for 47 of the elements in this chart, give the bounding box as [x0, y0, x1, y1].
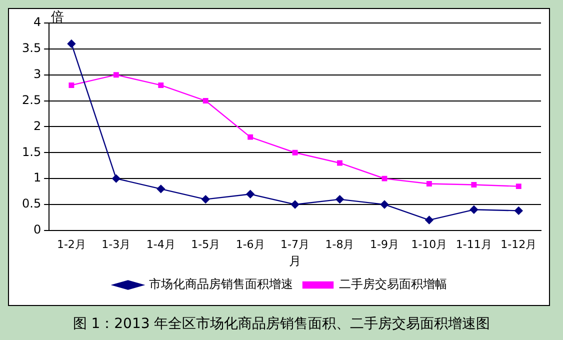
point [290, 200, 300, 209]
point [425, 216, 434, 224]
x-tick-label: 1-9月 [370, 238, 399, 251]
x-tick-label: 1-11月 [456, 238, 492, 251]
point [248, 134, 254, 140]
point [471, 182, 477, 188]
y-tick-label: 1.5 [22, 144, 42, 159]
point [514, 206, 523, 215]
point [382, 176, 388, 182]
point [336, 195, 344, 204]
legend-label: 二手房交易面积增幅 [339, 277, 447, 292]
point [246, 190, 254, 198]
x-tick-label: 1-10月 [411, 238, 448, 251]
point [158, 82, 164, 88]
x-axis-title: 月 [289, 254, 302, 268]
legend-label: 市场化商品房销售面积增速 [149, 277, 293, 292]
x-tick-label: 1-6月 [236, 238, 265, 251]
y-tick-label: 1 [33, 170, 42, 185]
y-tick-label: 2.5 [22, 92, 42, 107]
text: 图 1：2013 年全区市场化商品房销售面积、二手房交易面积增速图 [72, 315, 492, 333]
point [337, 160, 342, 166]
y-tick-label: 3 [33, 66, 42, 81]
y-tick-label: 0.5 [22, 196, 42, 211]
point [202, 195, 210, 204]
point [67, 40, 76, 48]
point [292, 150, 298, 156]
y-tick-label: 0 [33, 222, 42, 237]
point [516, 184, 522, 190]
point [112, 174, 120, 183]
x-tick-label: 1-5月 [191, 238, 220, 251]
y-tick-label: 3.5 [22, 41, 42, 56]
point [470, 206, 478, 214]
y-tick-label: 4 [33, 15, 42, 30]
point [156, 184, 165, 194]
x-tick-label: 1-8月 [325, 238, 354, 251]
x-tick-label: 1-2月 [56, 238, 86, 251]
x-tick-label: 1-12月 [500, 238, 537, 251]
point [426, 181, 432, 186]
x-tick-label: 1-3月 [102, 238, 131, 251]
y-axis-title: 倍 [51, 10, 64, 25]
point [380, 200, 389, 209]
point [113, 72, 119, 78]
y-tick-label: 2 [33, 118, 42, 133]
x-tick-label: 1-7月 [280, 238, 310, 251]
point [202, 98, 208, 104]
point [68, 82, 74, 88]
x-tick-label: 1-4月 [146, 238, 176, 251]
